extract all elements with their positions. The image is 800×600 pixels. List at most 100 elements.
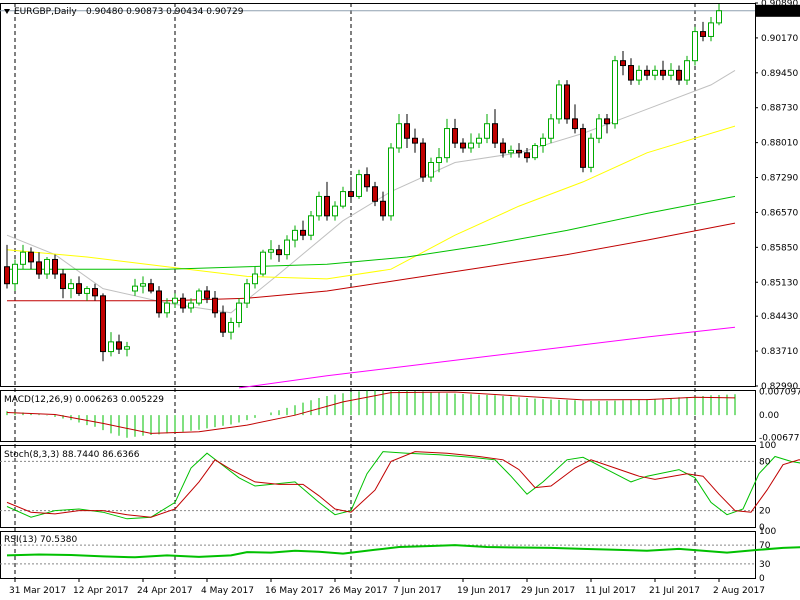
candle-bearish <box>500 142 506 154</box>
candle-bullish <box>140 283 146 287</box>
candle-bullish <box>172 297 178 304</box>
rsi-tick-label: 70 <box>759 541 771 551</box>
rsi-title: RSI(13) 70.5380 <box>4 535 77 545</box>
candle-bullish <box>164 302 170 314</box>
stoch-line <box>6 451 800 518</box>
candle-bearish <box>28 251 34 263</box>
price-tick-label: 0.86570 <box>761 208 798 218</box>
candle-bullish <box>308 215 314 236</box>
candle-bearish <box>92 288 98 297</box>
moving-average-line <box>7 195 736 270</box>
x-tick-label: 4 May 2017 <box>201 586 254 596</box>
moving-average-line <box>6 69 736 314</box>
candle-bearish <box>644 69 650 76</box>
candle-bearish <box>580 128 586 168</box>
candle-bullish <box>612 60 618 125</box>
x-tick-label: 7 Jun 2017 <box>393 586 441 596</box>
stoch-tick-label: 100 <box>759 441 776 451</box>
price-tick-label: 0.87290 <box>761 174 798 184</box>
candle-bearish <box>156 290 162 314</box>
current-price-box <box>756 4 800 17</box>
candle-bullish <box>556 84 562 120</box>
panel-frame-3 <box>0 445 756 528</box>
candle-bullish <box>196 290 202 304</box>
candle-bearish <box>76 283 82 294</box>
stoch-title: Stoch(8,3,3) 88.7440 86.6366 <box>4 450 140 460</box>
candle-bearish <box>516 149 522 154</box>
candle-bearish <box>324 195 330 217</box>
rsi-line <box>6 544 800 559</box>
candle-bullish <box>20 251 26 265</box>
candle-bullish <box>268 249 274 253</box>
candle-bearish <box>572 118 578 130</box>
x-tick-label: 11 Jul 2017 <box>585 586 636 596</box>
candle-bearish <box>276 249 282 256</box>
candle-bullish <box>284 239 290 256</box>
macd-tick-label: -0.006772 <box>759 434 800 444</box>
price-tick-label: 0.83710 <box>761 347 798 357</box>
candle-bullish <box>132 285 138 292</box>
rsi-tick-label: 30 <box>759 560 771 570</box>
candle-bullish <box>436 157 442 164</box>
candle-bearish <box>372 186 378 202</box>
candle-bearish <box>380 200 386 217</box>
candle-bullish <box>636 69 642 81</box>
candle-bullish <box>316 195 322 217</box>
candle-bearish <box>700 31 706 37</box>
candle-bearish <box>420 142 426 178</box>
current-price-label: 0.90729 <box>759 7 796 17</box>
candle-bullish <box>716 10 722 24</box>
candle-bullish <box>476 137 482 144</box>
panel-frame-1 <box>0 3 756 387</box>
price-tick-label: 0.89450 <box>761 69 798 79</box>
stoch-line <box>6 451 800 520</box>
candle-bearish <box>36 261 42 275</box>
candle-bullish <box>260 251 266 275</box>
candle-bullish <box>532 145 538 159</box>
candle-bearish <box>180 297 186 309</box>
candle-bullish <box>684 60 690 81</box>
candle-bullish <box>540 137 546 147</box>
price-tick-label: 0.88730 <box>761 104 798 114</box>
candle-bearish <box>676 69 682 81</box>
candle-bullish <box>108 341 114 353</box>
panel-frame-4 <box>0 531 756 579</box>
candle-bullish <box>12 263 18 285</box>
candle-bearish <box>212 297 218 314</box>
candle-bullish <box>388 147 394 217</box>
candle-bullish <box>548 118 554 139</box>
x-tick-label: 26 May 2017 <box>329 586 388 596</box>
candle-bearish <box>460 142 466 149</box>
rsi-tick-label: 0 <box>759 574 765 584</box>
candle-bullish <box>44 258 50 275</box>
candle-bearish <box>220 312 226 333</box>
candle-bullish <box>84 288 90 294</box>
x-tick-label: 19 Jun 2017 <box>457 586 511 596</box>
macd-signal-line <box>6 391 736 434</box>
candle-bullish <box>396 123 402 149</box>
macd-tick-label: 0.00 <box>759 411 779 421</box>
price-tick-label: 0.90170 <box>761 34 798 44</box>
candle-bullish <box>508 149 514 154</box>
candle-bullish <box>332 205 338 217</box>
price-title: EURGBP,Daily <box>14 7 77 17</box>
candle-bearish <box>148 283 154 292</box>
moving-average-line <box>6 125 736 280</box>
candle-bearish <box>628 65 634 81</box>
x-tick-label: 12 Apr 2017 <box>73 586 129 596</box>
candle-bullish <box>228 321 234 333</box>
price-tick-label: 0.85850 <box>761 243 798 253</box>
collapse-arrow-icon <box>4 9 10 14</box>
candle-bearish <box>564 84 570 120</box>
candle-bullish <box>708 22 714 37</box>
candle-bullish <box>244 283 250 304</box>
candle-bearish <box>116 341 122 350</box>
candle-bearish <box>660 69 666 76</box>
rsi-tick-label: 100 <box>759 527 776 537</box>
candle-bullish <box>484 123 490 139</box>
moving-average-line <box>7 222 736 302</box>
candle-bearish <box>404 123 410 139</box>
price-ohlc-values: 0.90480 0.90873 0.90434 0.90729 <box>86 7 244 17</box>
candle-bearish <box>100 295 106 353</box>
